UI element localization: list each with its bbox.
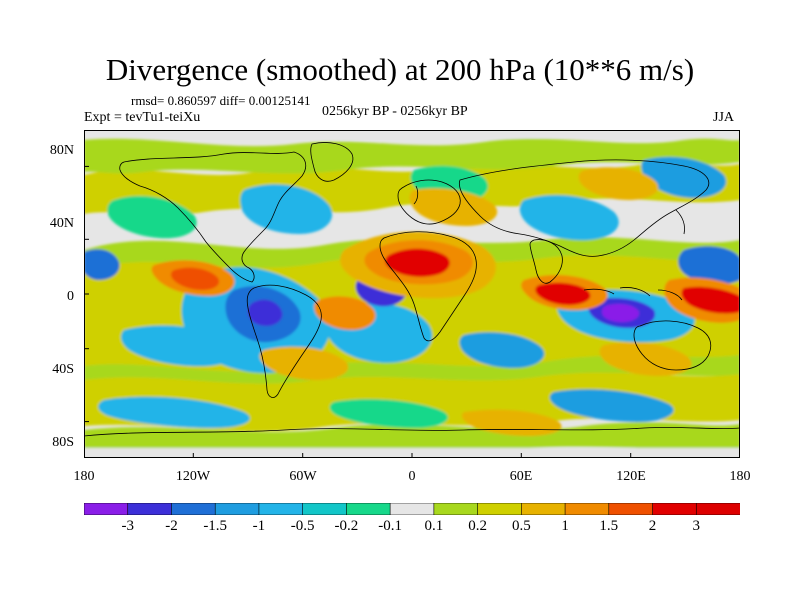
cell-neg-asia — [519, 195, 619, 241]
colorbar-cell — [608, 503, 654, 515]
lon-label-60w: 60W — [289, 469, 317, 484]
colorbar-label: 0.2 — [468, 518, 487, 534]
lat-label-80n: 80N — [49, 143, 74, 158]
lon-label-120w: 120W — [175, 469, 211, 484]
cell-neg-asia-2 — [641, 156, 727, 198]
cell-pos-south — [259, 346, 349, 380]
coast-north-america — [119, 151, 307, 283]
band-south-green — [84, 422, 740, 454]
colorbar-label: 1.5 — [599, 518, 619, 534]
colorbar-cell — [477, 503, 523, 515]
colorbar-label: -1.5 — [203, 518, 228, 534]
colorbar-cell — [214, 503, 260, 515]
coast-greenland — [310, 142, 354, 182]
cell-pos-south-2 — [599, 342, 692, 376]
lon-label-60e: 60E — [509, 469, 533, 484]
colorbar-cell — [652, 503, 698, 515]
coast-indonesia — [583, 287, 683, 301]
cell-pos-north-pacific — [578, 167, 659, 200]
period-label: 0256kyr BP - 0256kyr BP — [322, 104, 468, 119]
colorbar-label: 2 — [648, 518, 657, 534]
colorbar-label: 0.5 — [511, 518, 531, 534]
colorbar-label: -1 — [252, 518, 266, 534]
lon-label-0: 0 — [408, 469, 416, 484]
colorbar-label: -0.1 — [378, 518, 402, 534]
colorbar-cell — [389, 503, 435, 515]
cell-pos-west-pacific-red — [681, 286, 740, 314]
cell-neg-south-indian — [459, 332, 545, 368]
lat-label-40s: 40S — [52, 362, 74, 377]
cell-neg-east-pacific — [678, 246, 740, 285]
cell-arctic-gray — [264, 130, 564, 139]
coast-uk — [413, 185, 419, 205]
colorbar-cell — [302, 503, 348, 515]
colorbar-label: -0.5 — [290, 518, 315, 534]
colorbar-cell — [84, 503, 129, 515]
experiment-label: Expt = tevTu1-teiXu — [84, 110, 201, 125]
colorbar-cell — [127, 503, 173, 515]
colorbar — [84, 503, 740, 515]
lon-label-180w: 180 — [73, 469, 95, 484]
colorbar-cell — [258, 503, 304, 515]
cell-neg-americas-dark — [248, 299, 283, 326]
lat-label-40n: 40N — [49, 216, 74, 231]
cell-neg-north-pacific — [107, 195, 197, 239]
divergence-field — [84, 130, 740, 458]
cell-neg-southern-ocean-2 — [329, 399, 448, 428]
colorbar-cell — [521, 503, 566, 515]
cell-neg-north-atlantic — [240, 184, 333, 234]
plot-title: Divergence (smoothed) at 200 hPa (10**6 … — [105, 52, 695, 87]
colorbar-label: 0.1 — [424, 518, 444, 534]
coast-south-america — [246, 284, 322, 398]
colorbar-label: 3 — [692, 518, 701, 534]
coast-europe — [397, 179, 461, 225]
coast-japan — [675, 209, 685, 235]
cell-neg-southern-ocean-3 — [549, 389, 674, 422]
cell-neg-maritime-dark — [602, 303, 640, 322]
cell-pos-africa-red — [385, 248, 450, 277]
colorbar-cell — [171, 503, 217, 515]
colorbar-cell — [695, 503, 740, 515]
cell-neg-west-pacific — [84, 249, 120, 280]
season-label: JJA — [713, 110, 735, 125]
colorbar-cell — [433, 503, 479, 515]
colorbar-label: -2 — [165, 518, 178, 534]
lon-label-120e: 120E — [616, 469, 646, 484]
cell-pos-central-pacific-red — [170, 267, 220, 290]
coast-antarctica — [84, 427, 740, 437]
cell-pos-north-atlantic — [409, 188, 498, 226]
coastlines — [84, 142, 740, 437]
stats-readout: rmsd= 0.860597 diff= 0.00125141 — [131, 93, 311, 108]
cell-neg-southern-ocean — [98, 396, 250, 428]
coast-india — [529, 239, 563, 284]
colorbar-cell — [564, 503, 610, 515]
cell-pos-atlantic — [314, 296, 376, 330]
colorbar-cell — [346, 503, 391, 515]
colorbar-label: -0.2 — [334, 518, 359, 534]
cell-pos-indian-red — [535, 282, 591, 306]
lat-label-80s: 80S — [52, 435, 74, 450]
cell-neg-south-pacific — [121, 325, 239, 367]
map-frame — [84, 130, 740, 458]
lat-label-0: 0 — [67, 289, 74, 304]
colorbar-label: -3 — [121, 518, 134, 534]
band-arctic-green — [84, 138, 740, 174]
colorbar-label: 1 — [561, 518, 569, 534]
coast-africa — [379, 231, 477, 342]
coast-asia — [458, 159, 710, 257]
coast-australia — [633, 320, 712, 371]
lon-label-180e: 180 — [729, 469, 751, 484]
divergence-map — [84, 130, 740, 458]
